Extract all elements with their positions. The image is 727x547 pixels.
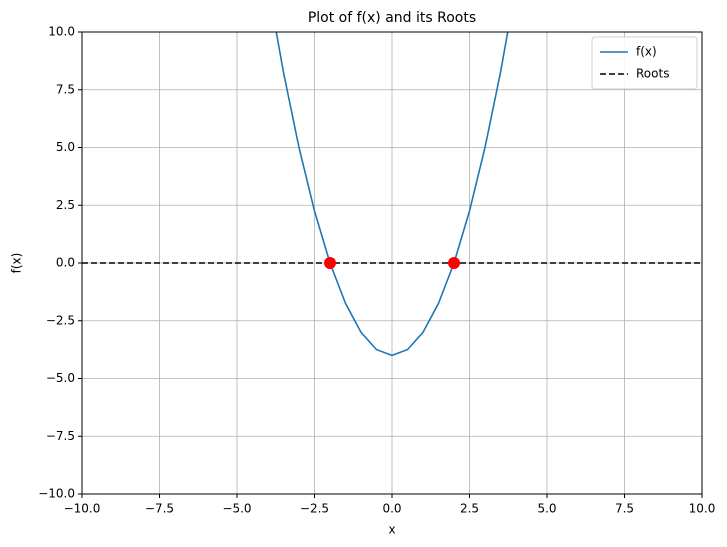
plot-area <box>82 32 702 357</box>
legend-label: f(x) <box>636 45 657 59</box>
x-tick-label: 10.0 <box>689 502 716 516</box>
y-tick-label: 0.0 <box>56 256 75 270</box>
x-tick-label: −10.0 <box>64 502 101 516</box>
x-tick-label: −7.5 <box>145 502 174 516</box>
x-tick-label: 2.5 <box>460 502 479 516</box>
x-tick-label: 5.0 <box>537 502 556 516</box>
y-tick-label: 5.0 <box>56 140 75 154</box>
series-line <box>275 32 509 357</box>
x-tick-label: 0.0 <box>382 502 401 516</box>
x-tick-label: −2.5 <box>300 502 329 516</box>
y-tick-label: −7.5 <box>46 429 75 443</box>
legend: f(x) Roots <box>591 36 698 90</box>
y-tick-label: −5.0 <box>46 371 75 385</box>
y-tick-label: −10.0 <box>38 487 75 501</box>
legend-box <box>591 36 698 90</box>
y-tick-label: 7.5 <box>56 82 75 96</box>
y-tick-label: 2.5 <box>56 198 75 212</box>
x-tick-label: −5.0 <box>222 502 251 516</box>
x-axis-label: x <box>388 523 395 537</box>
legend-label: Roots <box>636 67 669 81</box>
chart-title: Plot of f(x) and its Roots <box>308 10 476 26</box>
root-point <box>448 257 460 269</box>
root-point <box>324 257 336 269</box>
y-axis-label: f(x) <box>10 253 24 274</box>
y-tick-label: 10.0 <box>48 25 75 39</box>
x-tick-label: 7.5 <box>615 502 634 516</box>
plot-frame <box>81 31 703 495</box>
y-tick-label: −2.5 <box>46 313 75 327</box>
